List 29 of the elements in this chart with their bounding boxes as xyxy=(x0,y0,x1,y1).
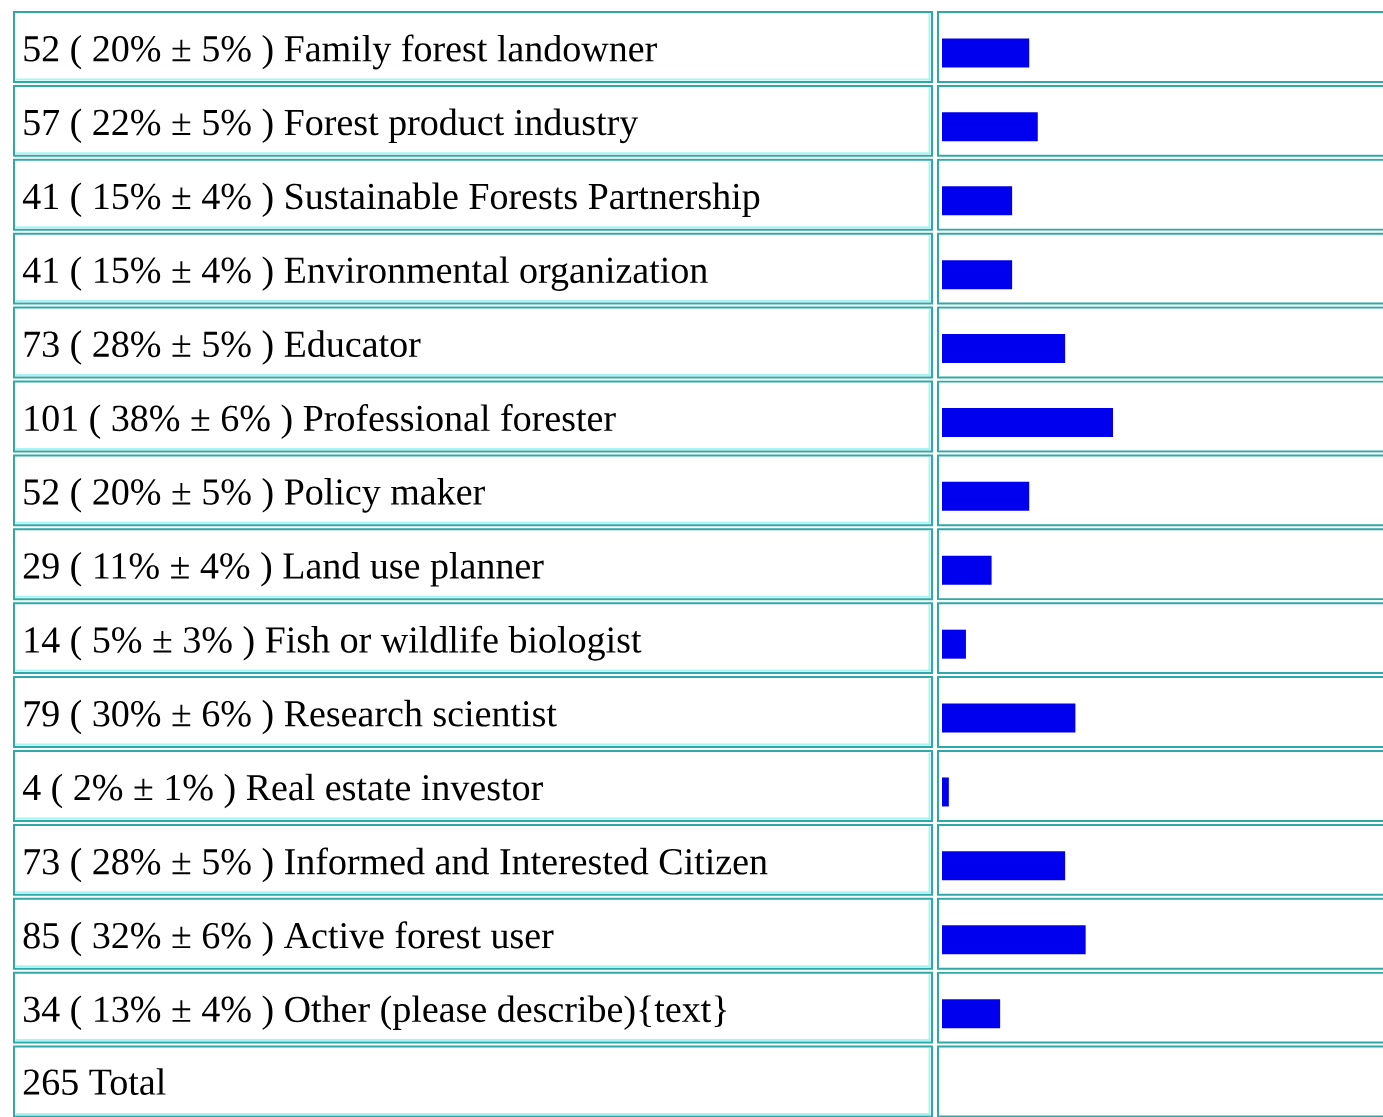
bar xyxy=(942,481,1030,511)
y-tick-label: 52 ( 20% ± 5% ) Family forest landowner xyxy=(24,34,657,70)
y-tick-label: 14 ( 5% ± 3% ) Fish or wildlife biologist xyxy=(25,625,642,661)
bar xyxy=(942,334,1066,364)
y-tick-label: 101 ( 38% ± 6% ) Professional forester xyxy=(25,404,616,439)
y-tick-label: 41 ( 15% ± 4% ) Environmental organization xyxy=(22,256,708,291)
bar xyxy=(942,38,1030,68)
y-tick-label: 85 ( 32% ± 6% ) Active forest user xyxy=(23,921,554,957)
y-tick-label: 52 ( 20% ± 5% ) Policy maker xyxy=(24,478,485,513)
bar xyxy=(942,260,1013,290)
bar xyxy=(942,777,949,807)
y-tick-label: 34 ( 13% ± 4% ) Other (please describe){text} xyxy=(24,995,727,1030)
y-tick-label: 73 ( 28% ± 5% ) Educator xyxy=(24,330,421,365)
y-tick-label: 73 ( 28% ± 5% ) Informed and Interested Citizen xyxy=(24,847,768,883)
text: 265 Total xyxy=(23,1068,166,1095)
bar xyxy=(942,925,1086,955)
y-tick-label: 41 ( 15% ± 4% ) Sustainable Forests Partnership xyxy=(22,182,760,217)
bar xyxy=(942,629,966,659)
y-tick-label: 29 ( 11% ± 4% ) Land use planner xyxy=(23,552,544,587)
y-tick-label: 79 ( 30% ± 6% ) Research scientist xyxy=(24,699,557,735)
bar xyxy=(942,703,1076,733)
y-tick-label: 4 ( 2% ± 1% ) Real estate investor xyxy=(22,773,543,809)
bar xyxy=(942,186,1013,216)
y-tick-label: 57 ( 22% ± 5% ) Forest product industry xyxy=(24,108,639,144)
bar xyxy=(942,555,992,585)
bar xyxy=(942,999,1001,1029)
bar xyxy=(942,112,1038,142)
bar xyxy=(942,851,1066,881)
bar xyxy=(942,407,1114,437)
